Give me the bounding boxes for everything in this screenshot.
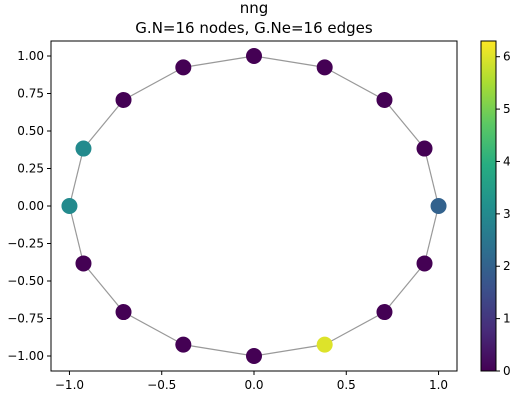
colorbar-tick-label: 0 — [503, 364, 511, 378]
edge-6 — [83, 99, 124, 149]
colorbar-tick-label: 3 — [503, 207, 511, 221]
y-tick-label: −0.25 — [7, 237, 44, 251]
x-axis: −1.0 −0.5 0.0 0.5 1.0 — [55, 371, 448, 392]
x-tick-label: −0.5 — [147, 378, 176, 392]
y-tick-label: −0.75 — [7, 312, 44, 326]
y-tick-label: −0.50 — [7, 274, 44, 288]
y-tick-label: 1.00 — [17, 49, 44, 63]
node-5 — [175, 59, 192, 76]
colorbar-gradient — [481, 41, 496, 371]
colorbar-ticks: 0 1 2 3 4 5 6 — [496, 50, 511, 378]
edge-15 — [423, 205, 440, 264]
edge-7 — [68, 148, 85, 207]
node-13 — [316, 336, 333, 353]
y-tick-label: 0.50 — [17, 124, 44, 138]
edge-14 — [384, 263, 425, 313]
colorbar-tick-label: 6 — [503, 50, 511, 64]
node-15 — [416, 255, 433, 272]
nodes-layer — [61, 48, 447, 364]
edge-1 — [384, 99, 425, 149]
node-12 — [246, 348, 262, 364]
node-3 — [316, 59, 333, 76]
edge-11 — [183, 344, 255, 357]
node-0 — [430, 198, 447, 214]
colorbar-tick-label: 4 — [503, 154, 511, 168]
colorbar-frame — [480, 40, 497, 372]
edge-12 — [253, 344, 325, 357]
edge-5 — [123, 66, 184, 101]
chart-title: nng — [240, 0, 269, 17]
node-1 — [416, 140, 433, 157]
edge-9 — [83, 263, 124, 313]
node-4 — [246, 48, 262, 64]
edge-8 — [68, 205, 85, 264]
colorbar-tick-label: 1 — [503, 312, 511, 326]
edges-layer — [68, 55, 440, 357]
y-tick-label: 0.75 — [17, 87, 44, 101]
plot-area: −1.0 −0.5 0.0 0.5 1.0 1.00 0.75 0.50 0.25 0.00 −0… — [7, 40, 458, 392]
y-tick-label: −1.00 — [7, 349, 44, 363]
node-2 — [376, 91, 393, 108]
edge-2 — [324, 66, 385, 101]
x-tick-label: 0.5 — [337, 378, 356, 392]
edge-4 — [183, 55, 255, 68]
colorbar-tick-label: 5 — [503, 102, 511, 116]
node-14 — [376, 304, 393, 321]
node-7 — [75, 140, 92, 157]
node-8 — [61, 198, 78, 214]
node-11 — [175, 336, 192, 353]
y-tick-label: 0.00 — [17, 199, 44, 213]
axes-frame — [50, 40, 458, 372]
colorbar-tick-label: 2 — [503, 259, 511, 273]
node-6 — [115, 91, 132, 108]
edge-0 — [423, 148, 440, 207]
colorbar: 0 1 2 3 4 5 6 — [480, 40, 511, 378]
x-tick-label: 0.0 — [244, 378, 263, 392]
chart-subtitle: G.N=16 nodes, G.Ne=16 edges — [135, 19, 373, 37]
x-tick-label: 1.0 — [429, 378, 448, 392]
edge-10 — [123, 311, 184, 346]
y-tick-label: 0.25 — [17, 162, 44, 176]
node-10 — [115, 304, 132, 321]
y-axis: 1.00 0.75 0.50 0.25 0.00 −0.25 −0.50 −0.75 −1.00 — [7, 49, 51, 363]
edge-3 — [253, 55, 325, 68]
x-tick-label: −1.0 — [55, 378, 84, 392]
edge-13 — [324, 311, 385, 346]
node-9 — [75, 255, 92, 272]
